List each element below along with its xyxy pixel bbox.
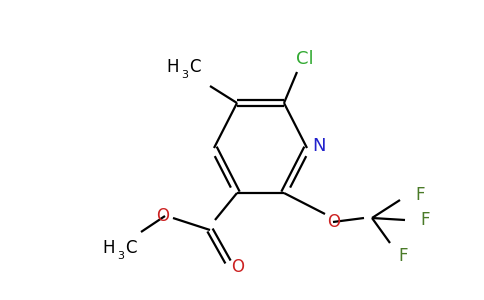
Text: 3: 3 bbox=[181, 70, 188, 80]
Text: O: O bbox=[328, 213, 341, 231]
Text: F: F bbox=[398, 247, 408, 265]
Text: Cl: Cl bbox=[296, 50, 314, 68]
Text: H: H bbox=[166, 58, 179, 76]
Text: F: F bbox=[420, 211, 429, 229]
Text: 3: 3 bbox=[117, 251, 124, 261]
Text: F: F bbox=[415, 186, 424, 204]
Text: O: O bbox=[231, 258, 244, 276]
Text: C: C bbox=[125, 239, 136, 257]
Text: C: C bbox=[189, 58, 200, 76]
Text: H: H bbox=[103, 239, 115, 257]
Text: O: O bbox=[156, 207, 169, 225]
Text: N: N bbox=[312, 137, 326, 155]
